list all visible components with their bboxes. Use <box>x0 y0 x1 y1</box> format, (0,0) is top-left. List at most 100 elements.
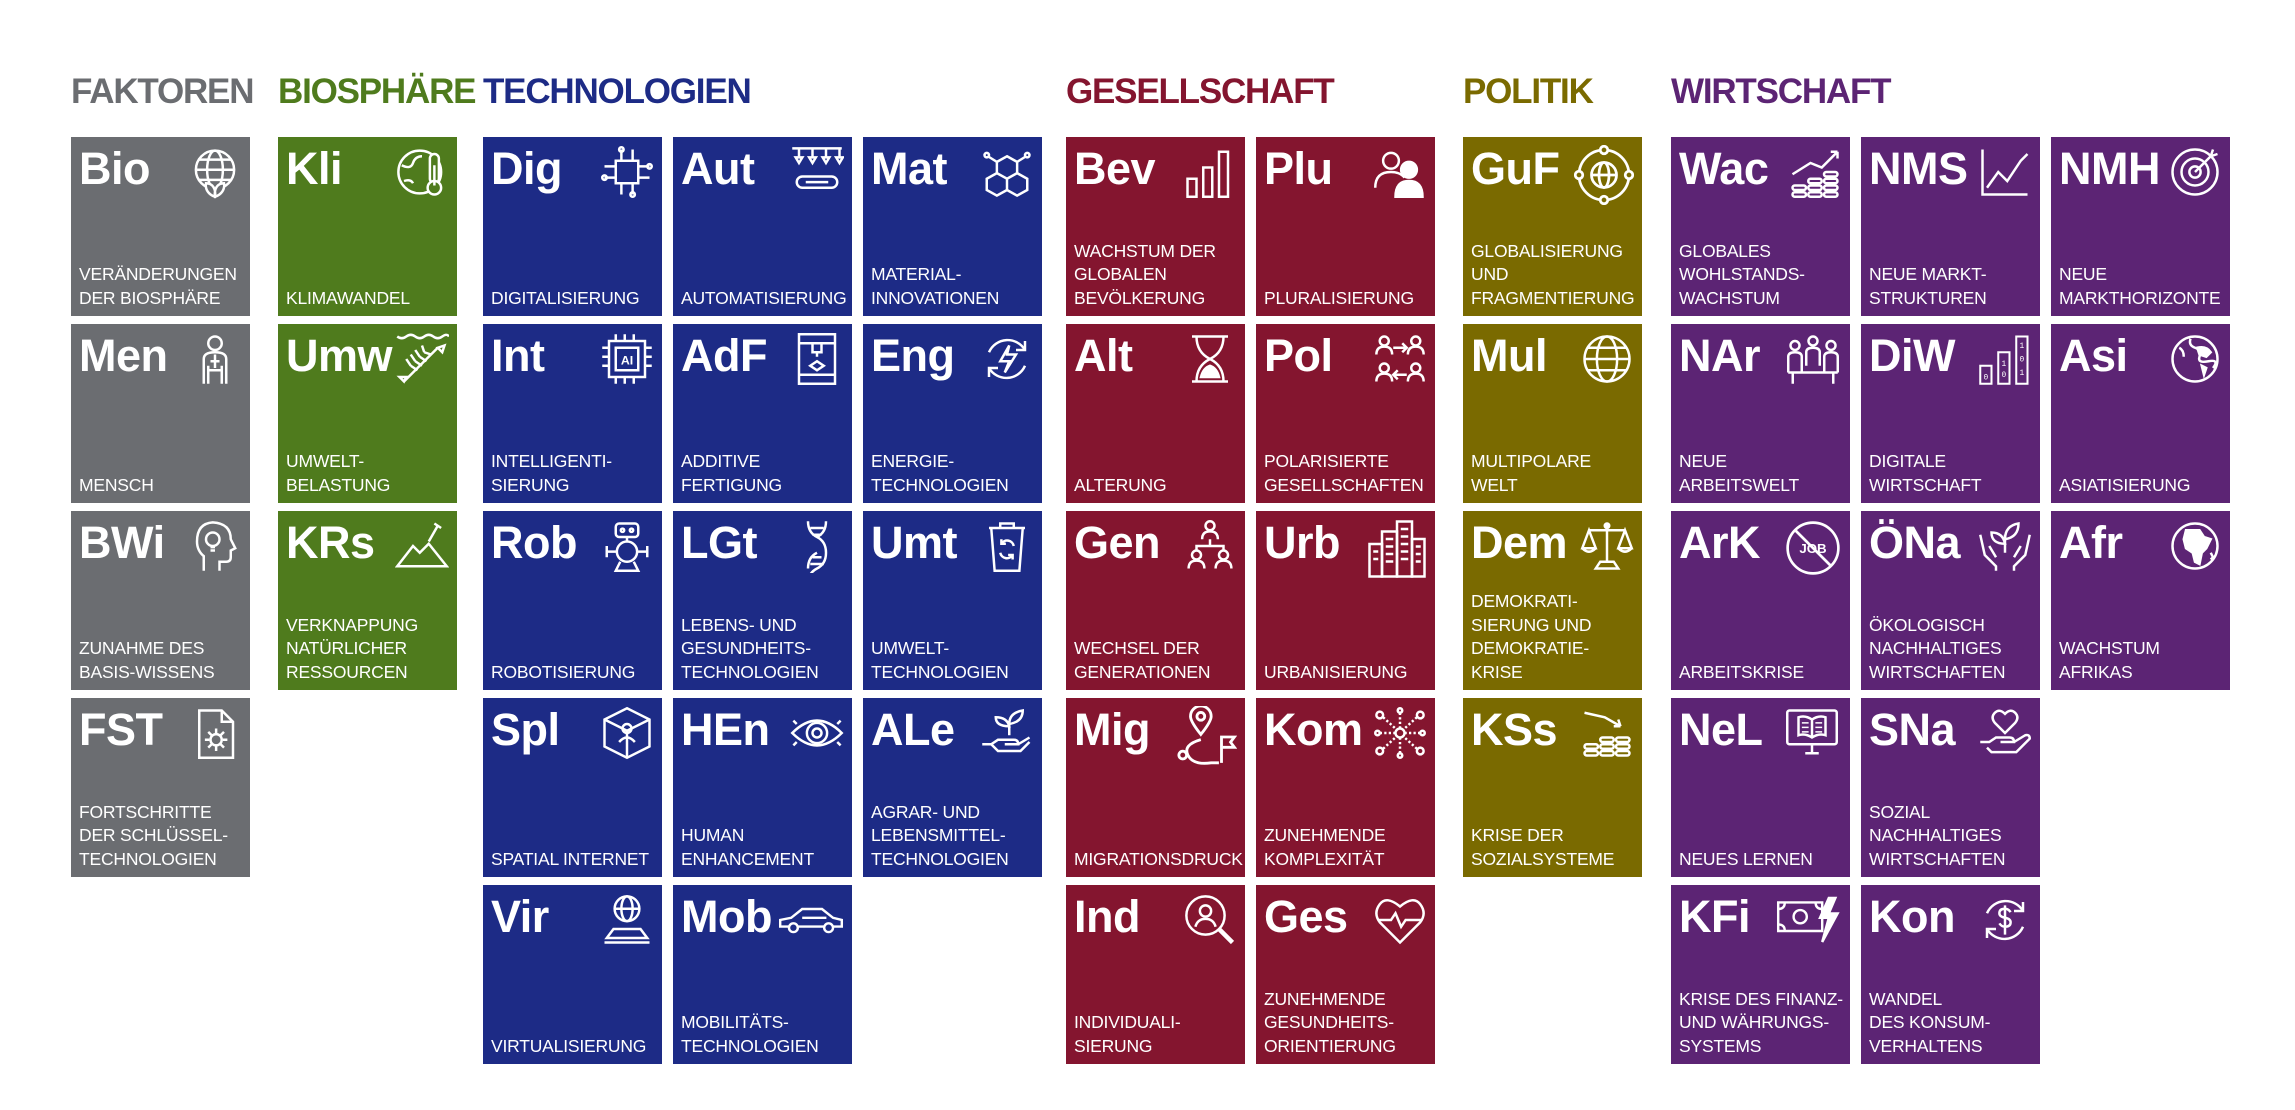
tile-guf[interactable]: GuF GLOBALISIERUNG UND FRAGMENTIERUNG <box>1463 137 1642 316</box>
eye-icon <box>790 706 844 760</box>
coins-growth-icon <box>1788 145 1842 199</box>
tile-code: Gen <box>1074 517 1161 568</box>
tile-label: ENERGIE- TECHNOLOGIEN <box>871 451 1009 495</box>
tile-lgt[interactable]: LGt LEBENS- UND GESUNDHEITS- TECHNOLOGIE… <box>673 511 852 690</box>
tile-wac[interactable]: Wac GLOBALES WOHLSTANDS- WACHSTUM <box>1671 137 1850 316</box>
svg-text:JOB: JOB <box>1799 541 1826 556</box>
banknote-lightning-icon <box>1776 893 1842 947</box>
tile-alt[interactable]: Alt ALTERUNG <box>1066 324 1245 503</box>
tile-label: UMWELT- TECHNOLOGIEN <box>871 638 1009 682</box>
tile-nar[interactable]: NAr NEUE ARBEITSWELT <box>1671 324 1850 503</box>
circuit-chip-icon <box>600 145 654 199</box>
tile-mul[interactable]: Mul MULTIPOLARE WELT <box>1463 324 1642 503</box>
tile-kli[interactable]: Kli KLIMAWANDEL <box>278 137 457 316</box>
tile-label: POLARISIERTE GESELLSCHAFTEN <box>1264 451 1424 495</box>
tile-label: MENSCH <box>79 474 154 495</box>
tile-nms[interactable]: NMS NEUE MARKT- STRUKTUREN <box>1861 137 2040 316</box>
hands-leaf-icon <box>1978 519 2032 573</box>
tile-label: GLOBALES WOHLSTANDS- WACHSTUM <box>1679 240 1805 308</box>
tile-rob[interactable]: Rob ROBOTISIERUNG <box>483 511 662 690</box>
tile-label: NEUES LERNEN <box>1679 848 1813 869</box>
tile-ges[interactable]: Ges ZUNEHMENDE GESUNDHEITS- ORIENTIERUNG <box>1256 885 1435 1064</box>
tile-hen[interactable]: HEn HUMAN ENHANCEMENT <box>673 698 852 877</box>
tile-ona[interactable]: ÖNa ÖKOLOGISCH NACHHALTIGES WIRTSCHAFTEN <box>1861 511 2040 690</box>
tile-nel[interactable]: NeL NEUES LERNEN <box>1671 698 1850 877</box>
globe-icon <box>1580 332 1634 386</box>
tile-code: KSs <box>1471 704 1558 755</box>
tile-ale[interactable]: ALe AGRAR- UND LEBENSMITTEL- TECHNOLOGIE… <box>863 698 1042 877</box>
tile-label: MATERIAL- INNOVATIONEN <box>871 264 1000 308</box>
tile-code: Kon <box>1869 891 1955 942</box>
tile-vir[interactable]: Vir VIRTUALISIERUNG <box>483 885 662 1064</box>
tile-spl[interactable]: Spl SPATIAL INTERNET <box>483 698 662 877</box>
tile-code: HEn <box>681 704 770 755</box>
tile-label: DIGITALE WIRTSCHAFT <box>1869 451 1982 495</box>
tile-mat[interactable]: Mat MATERIAL- INNOVATIONEN <box>863 137 1042 316</box>
tile-label: ZUNEHMENDE KOMPLEXITÄT <box>1264 825 1386 869</box>
mountain-shovel-icon <box>395 519 449 573</box>
svg-text:1: 1 <box>2020 369 2025 378</box>
dna-icon <box>790 519 844 573</box>
tile-kss[interactable]: KSs KRISE DER SOZIALSYSTEME <box>1463 698 1642 877</box>
tile-label: NEUE MARKTHORIZONTE <box>2059 264 2221 308</box>
tile-gen[interactable]: Gen WECHSEL DER GENERATIONEN <box>1066 511 1245 690</box>
tile-code: Bev <box>1074 143 1156 194</box>
tile-men[interactable]: Men MENSCH <box>71 324 250 503</box>
hourglass-icon <box>1183 332 1237 386</box>
header-biosphaere: BIOSPHÄRE <box>278 72 476 111</box>
tile-nmh[interactable]: NMH NEUE MARKTHORIZONTE <box>2051 137 2230 316</box>
tile-label: NEUE ARBEITSWELT <box>1679 451 1799 495</box>
polarized-people-icon <box>1373 332 1427 386</box>
tile-mig[interactable]: Mig MIGRATIONSDRUCK <box>1066 698 1245 877</box>
tile-code: DiW <box>1869 330 1955 381</box>
tile-diw[interactable]: DiW 0 1 0 1 0 1 DIGITALE WIRTSCHAFT <box>1861 324 2040 503</box>
tile-bwi[interactable]: BWi ZUNAHME DES BASIS-WISSENS <box>71 511 250 690</box>
tile-aut[interactable]: Aut AUTOMATISIERUNG <box>673 137 852 316</box>
energy-cycle-icon <box>980 332 1034 386</box>
tile-code: Ind <box>1074 891 1140 942</box>
tile-asi[interactable]: Asi ASIATISIERUNG <box>2051 324 2230 503</box>
tile-umw[interactable]: Umw UMWELT- BELASTUNG <box>278 324 457 503</box>
3d-printer-icon <box>790 332 844 386</box>
tile-code: Eng <box>871 330 955 381</box>
globe-leaf-icon <box>188 145 242 199</box>
tile-bev[interactable]: Bev WACHSTUM DER GLOBALEN BEVÖLKERUNG <box>1066 137 1245 316</box>
tile-urb[interactable]: Urb URBANISIERUNG <box>1256 511 1435 690</box>
tile-kom[interactable]: Kom ZUNEHMENDE KOMPLEXITÄT <box>1256 698 1435 877</box>
tile-afr[interactable]: Afr WACHSTUM AFRIKAS <box>2051 511 2230 690</box>
tile-code: Pol <box>1264 330 1333 381</box>
tile-bio[interactable]: Bio VERÄNDERUNGEN DER BIOSPHÄRE <box>71 137 250 316</box>
magnifier-person-icon <box>1183 893 1237 947</box>
tile-plu[interactable]: Plu PLURALISIERUNG <box>1256 137 1435 316</box>
tile-kfi[interactable]: KFi KRISE DES FINANZ- UND WÄHRUNGS- SYST… <box>1671 885 1850 1064</box>
tile-code: Wac <box>1679 143 1769 194</box>
tile-int[interactable]: Int AI INTELLIGENTI- SIERUNG <box>483 324 662 503</box>
tile-krs[interactable]: KRs VERKNAPPUNG NATÜRLICHER RESSOURCEN <box>278 511 457 690</box>
tile-code: GuF <box>1471 143 1560 194</box>
robot-icon <box>600 519 654 573</box>
tile-fst[interactable]: FST FORTSCHRITTE DER SCHLÜSSEL- TECHNOLO… <box>71 698 250 877</box>
tile-kon[interactable]: Kon WANDEL DES KONSUM- VERHALTENS <box>1861 885 2040 1064</box>
tile-code: Mul <box>1471 330 1547 381</box>
robot-arm-conveyor-icon <box>790 145 844 199</box>
tile-eng[interactable]: Eng ENERGIE- TECHNOLOGIEN <box>863 324 1042 503</box>
tile-code: Bio <box>79 143 151 194</box>
tile-code: Dig <box>491 143 563 194</box>
tile-dem[interactable]: Dem DEMOKRATI- SIERUNG UND DEMOKRATIE-KR… <box>1463 511 1642 690</box>
tile-ind[interactable]: Ind INDIVIDUALI- SIERUNG <box>1066 885 1245 1064</box>
tile-label: FORTSCHRITTE DER SCHLÜSSEL- TECHNOLOGIEN <box>79 801 228 869</box>
tile-adf[interactable]: AdF ADDITIVE FERTIGUNG <box>673 324 852 503</box>
tile-code: Umw <box>286 330 393 381</box>
tile-sna[interactable]: SNa SOZIAL NACHHALTIGES WIRTSCHAFTEN <box>1861 698 2040 877</box>
tile-mob[interactable]: Mob MOBILITÄTS- TECHNOLOGIEN <box>673 885 852 1064</box>
head-bulb-icon <box>188 519 242 573</box>
tile-label: UMWELT- BELASTUNG <box>286 451 391 495</box>
tile-ark[interactable]: ArK JOB ARBEITSKRISE <box>1671 511 1850 690</box>
tile-dig[interactable]: Dig DIGITALISIERUNG <box>483 137 662 316</box>
tile-pol[interactable]: Pol POLARISIERTE GESELLSCHAFTEN <box>1256 324 1435 503</box>
tile-umt[interactable]: Umt UMWELT- TECHNOLOGIEN <box>863 511 1042 690</box>
tile-label: KLIMAWANDEL <box>286 287 410 308</box>
tile-code: Plu <box>1264 143 1333 194</box>
tile-code: Int <box>491 330 545 381</box>
document-gear-icon <box>188 706 242 760</box>
